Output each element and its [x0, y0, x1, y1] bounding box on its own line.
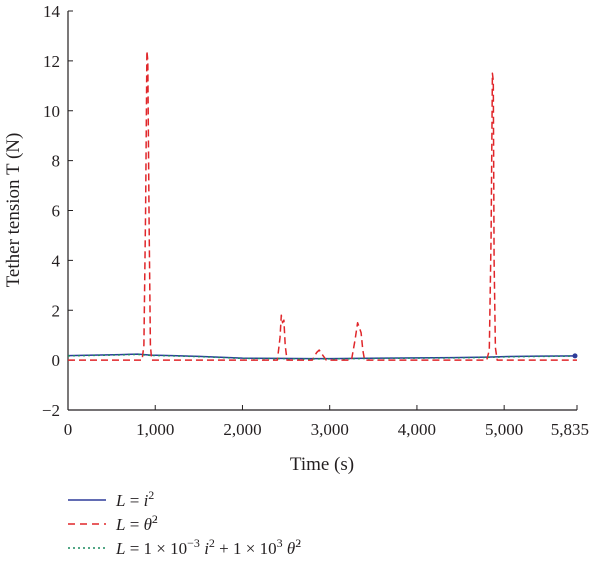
x-axis-title: Time (s): [290, 454, 354, 475]
y-tick-label: 6: [52, 202, 61, 221]
series-layer: [67, 50, 578, 361]
labels-layer: Time (s) Tether tension T (N): [3, 133, 354, 475]
y-tick-label: −2: [42, 401, 60, 420]
series-end-marker: [572, 353, 578, 359]
legend: L = i2 L = θ̇2 L = 1 × 10−3 i2 + 1 × 103…: [68, 488, 301, 558]
y-tick-label: 0: [52, 351, 61, 370]
x-tick-label: 4,000: [398, 420, 436, 439]
x-tick-label: 2,000: [223, 420, 261, 439]
y-axis-title: Tether tension T (N): [3, 133, 24, 288]
y-tick-label: 10: [43, 102, 60, 121]
series-line-1: [68, 50, 577, 361]
y-tick-label: 2: [52, 301, 61, 320]
y-tick-label: 12: [43, 52, 60, 71]
y-tick-label: 4: [52, 251, 61, 270]
legend-label-angular: L = θ̇2: [115, 512, 158, 534]
y-tick-label: 14: [43, 2, 61, 21]
x-tick-label: 1,000: [136, 420, 174, 439]
x-tick-label: 3,000: [311, 420, 349, 439]
legend-label-weighted: L = 1 × 10−3 i2 + 1 × 103 θ̇2: [115, 536, 301, 558]
x-tick-label: 5,000: [485, 420, 523, 439]
x-tick-label: 5,835: [551, 420, 589, 439]
y-tick-label: 8: [52, 152, 61, 171]
legend-label-current: L = i2: [115, 488, 154, 510]
x-tick-label: 0: [64, 420, 73, 439]
